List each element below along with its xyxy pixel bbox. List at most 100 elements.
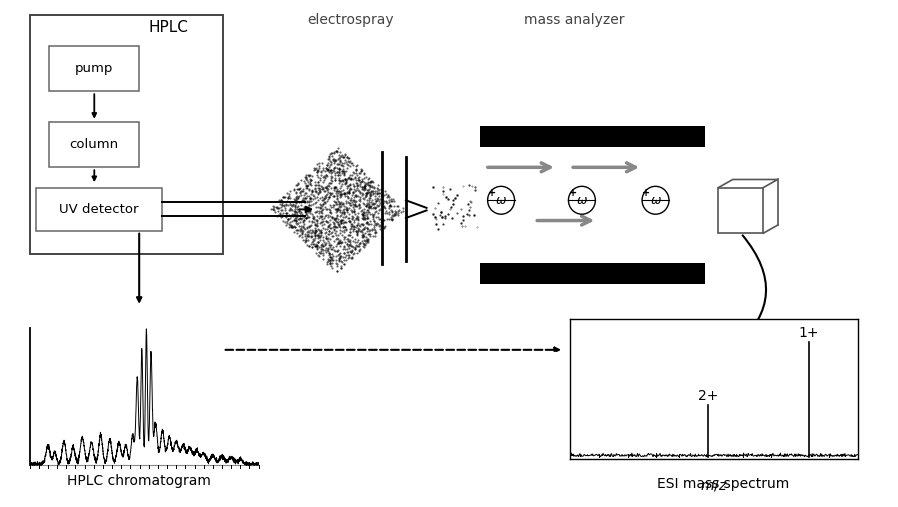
Point bbox=[291, 185, 305, 193]
Point bbox=[289, 207, 304, 215]
Point bbox=[340, 198, 355, 206]
Point bbox=[335, 180, 349, 188]
Point bbox=[337, 249, 351, 257]
Point bbox=[316, 242, 330, 250]
Point bbox=[326, 192, 340, 200]
Point bbox=[350, 238, 365, 246]
Point bbox=[305, 226, 320, 234]
Point bbox=[356, 212, 370, 221]
Point bbox=[311, 180, 325, 189]
Point bbox=[330, 214, 344, 222]
Point bbox=[368, 189, 383, 197]
Point bbox=[313, 188, 327, 196]
Point bbox=[360, 210, 374, 218]
Point bbox=[343, 228, 357, 236]
Point bbox=[289, 188, 304, 196]
Point bbox=[361, 200, 375, 208]
Point bbox=[310, 245, 324, 254]
Point bbox=[335, 167, 349, 175]
Point bbox=[298, 198, 313, 206]
Point bbox=[356, 230, 370, 238]
Point bbox=[359, 235, 374, 243]
Point bbox=[339, 218, 353, 226]
Point bbox=[331, 164, 346, 172]
Point bbox=[367, 229, 382, 237]
Bar bbox=[480, 126, 705, 147]
Point bbox=[311, 160, 325, 168]
Point bbox=[286, 195, 301, 203]
Point bbox=[297, 230, 312, 238]
Point bbox=[369, 196, 383, 204]
Point bbox=[292, 185, 306, 193]
Point bbox=[357, 184, 371, 192]
Point bbox=[279, 221, 294, 229]
Point bbox=[312, 164, 326, 172]
Point bbox=[359, 236, 374, 244]
Point bbox=[289, 226, 304, 234]
Point bbox=[275, 211, 289, 220]
Point bbox=[349, 229, 364, 237]
Point bbox=[339, 206, 354, 214]
Point bbox=[310, 222, 324, 230]
Point bbox=[312, 173, 326, 181]
Point bbox=[312, 226, 326, 234]
Point bbox=[277, 204, 292, 212]
Point bbox=[339, 175, 353, 184]
Point bbox=[317, 214, 331, 222]
Point bbox=[297, 178, 312, 187]
Point bbox=[371, 202, 385, 210]
Point bbox=[352, 225, 366, 233]
Point bbox=[325, 223, 339, 231]
Point bbox=[351, 227, 365, 235]
Point bbox=[323, 243, 338, 251]
Point bbox=[290, 192, 304, 200]
Point bbox=[348, 245, 363, 254]
Point bbox=[312, 233, 326, 241]
Point bbox=[293, 214, 307, 223]
Point bbox=[355, 183, 369, 191]
Point bbox=[357, 182, 372, 190]
Point bbox=[340, 205, 355, 213]
Point bbox=[337, 168, 351, 176]
Point bbox=[350, 171, 365, 179]
Point bbox=[298, 175, 313, 183]
Point bbox=[345, 254, 359, 262]
Point bbox=[302, 197, 316, 205]
Point bbox=[338, 189, 352, 197]
Point bbox=[327, 215, 341, 223]
Point bbox=[374, 218, 389, 226]
Point bbox=[386, 209, 401, 218]
Point bbox=[365, 190, 380, 198]
Point bbox=[356, 220, 370, 228]
Point bbox=[346, 180, 360, 188]
Point bbox=[360, 206, 374, 214]
Point bbox=[329, 214, 343, 222]
Point bbox=[354, 178, 368, 187]
Point bbox=[313, 236, 327, 244]
Point bbox=[338, 190, 352, 198]
Point bbox=[305, 238, 320, 246]
Point bbox=[330, 167, 344, 175]
Point bbox=[300, 228, 314, 236]
Point bbox=[287, 207, 302, 215]
Point bbox=[374, 223, 389, 231]
Point bbox=[384, 206, 399, 214]
Point bbox=[318, 240, 332, 248]
Point bbox=[299, 209, 313, 218]
Point bbox=[318, 245, 332, 254]
Point bbox=[334, 238, 348, 246]
Point bbox=[357, 215, 371, 223]
Point bbox=[348, 210, 363, 219]
Point bbox=[330, 185, 344, 193]
Point bbox=[327, 164, 341, 172]
Point bbox=[353, 222, 367, 230]
Point bbox=[320, 235, 334, 243]
Point bbox=[306, 166, 321, 174]
Point bbox=[340, 207, 355, 215]
Point bbox=[328, 205, 342, 213]
Point bbox=[350, 212, 365, 220]
Point bbox=[304, 221, 318, 229]
Point bbox=[383, 206, 398, 214]
Point bbox=[350, 230, 365, 238]
Point bbox=[332, 223, 347, 231]
